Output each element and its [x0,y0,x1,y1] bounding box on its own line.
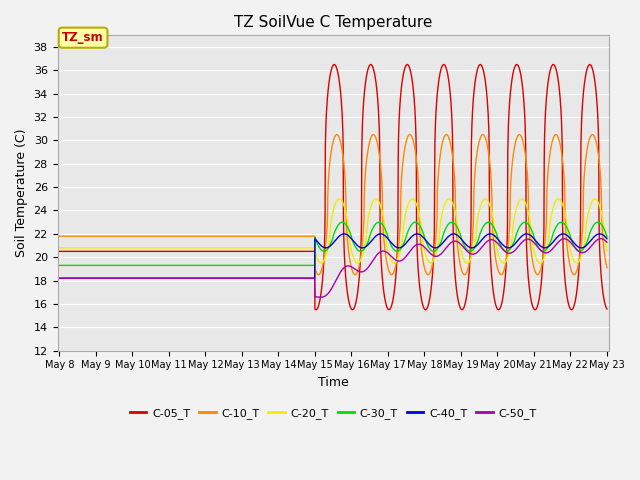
C-40_T [83,276,91,281]
C-50_T [588,243,595,249]
C-30_T [588,227,595,233]
C-10_T [487,175,495,180]
C-10_T [588,132,595,138]
C-50_T [487,237,495,242]
C-50_T [588,243,595,249]
C-05_T [322,130,330,136]
C-40_T [603,236,611,241]
C-40_T [307,276,315,281]
C-20_T [83,245,91,251]
C-50_T [597,236,605,241]
Title: TZ SoilVue C Temperature: TZ SoilVue C Temperature [234,15,433,30]
C-40_T [56,276,63,281]
C-30_T [56,263,63,268]
C-20_T [603,248,611,253]
X-axis label: Time: Time [318,376,349,389]
C-05_T [603,306,611,312]
C-05_T [83,249,91,254]
C-50_T [56,276,63,281]
C-30_T [375,219,383,225]
C-20_T [322,253,330,259]
Line: C-30_T: C-30_T [60,222,607,265]
C-30_T [588,227,595,232]
C-50_T [322,293,330,299]
C-10_T [322,243,330,249]
C-05_T [403,61,411,67]
C-20_T [591,196,599,202]
C-05_T [487,265,495,271]
C-30_T [487,220,495,226]
Text: TZ_sm: TZ_sm [62,31,104,44]
Legend: C-05_T, C-10_T, C-20_T, C-30_T, C-40_T, C-50_T: C-05_T, C-10_T, C-20_T, C-30_T, C-40_T, … [125,404,541,423]
Line: C-05_T: C-05_T [60,64,607,310]
C-10_T [369,132,377,137]
C-30_T [603,234,611,240]
C-20_T [56,245,63,251]
C-20_T [307,245,315,251]
C-20_T [588,200,595,206]
C-10_T [307,233,315,239]
C-30_T [322,248,330,254]
Line: C-20_T: C-20_T [60,199,607,263]
C-10_T [83,233,91,239]
C-40_T [413,231,421,237]
C-10_T [424,272,432,277]
C-05_T [588,63,595,69]
C-40_T [322,245,330,251]
C-50_T [307,276,315,281]
C-20_T [390,260,398,266]
Line: C-50_T: C-50_T [60,239,607,297]
C-05_T [307,249,315,254]
C-50_T [83,276,91,281]
Line: C-40_T: C-40_T [60,234,607,278]
C-20_T [588,201,595,206]
C-10_T [588,132,595,138]
Y-axis label: Soil Temperature (C): Soil Temperature (C) [15,129,28,257]
C-05_T [56,249,63,254]
C-05_T [458,307,466,312]
C-50_T [603,240,611,245]
C-30_T [83,263,91,268]
C-40_T [487,231,495,237]
C-40_T [588,237,595,243]
C-30_T [307,263,315,268]
C-10_T [56,233,63,239]
C-50_T [317,294,324,300]
C-40_T [588,237,595,243]
C-05_T [588,64,595,70]
Line: C-10_T: C-10_T [60,134,607,275]
C-10_T [603,265,611,271]
C-20_T [487,205,495,211]
